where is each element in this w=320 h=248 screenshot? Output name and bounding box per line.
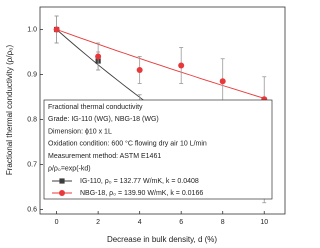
legend-label: NBG-18, ρ₀ = 139.90 W/mK, k = 0.0166 — [80, 190, 203, 197]
annotation: Fractional thermal conductivity — [48, 104, 143, 111]
plot-frame — [39, 6, 286, 215]
marker — [136, 67, 143, 73]
y-tick-label: 0.9 — [27, 71, 37, 78]
annotation: Dimension: ϕ10 x 1L — [48, 128, 112, 135]
y-tick-label: 0.7 — [27, 161, 37, 168]
y-tick-label: 0.8 — [27, 116, 37, 123]
x-tick-label: 10 — [260, 219, 268, 226]
y-tick-label: 0.6 — [27, 206, 37, 213]
y-axis-title: Fractional thermal conductivity (ρ/ρ₀) — [5, 45, 14, 176]
x-axis-title: Decrease in bulk density, d (%) — [107, 235, 217, 244]
x-tick-label: 0 — [55, 219, 59, 226]
legend-marker — [59, 178, 65, 184]
x-tick-label: 8 — [221, 219, 225, 226]
annotation: Measurement method: ASTM E1461 — [48, 153, 161, 160]
annotation: Grade: IG-110 (WG), NBG-18 (WG) — [48, 116, 159, 123]
chart: Fractional thermal conductivity (ρ/ρ₀) D… — [5, 6, 286, 244]
marker — [95, 53, 102, 60]
fit-line — [56, 29, 265, 99]
legend-label: IG-110, ρ₀ = 132.77 W/mK, k = 0.0408 — [80, 178, 199, 185]
annotation-box — [43, 99, 273, 200]
y-tick-label: 1.0 — [27, 26, 37, 33]
x-tick-label: 4 — [138, 219, 142, 226]
x-tick-label: 6 — [179, 219, 183, 226]
annotation: Oxidation condition: 600 °C flowing dry … — [48, 140, 207, 148]
annotation: ρ/ρ₀=exp(-kd) — [48, 165, 91, 172]
legend-marker — [59, 190, 65, 196]
marker — [53, 26, 60, 33]
marker — [219, 78, 226, 85]
x-tick-label: 2 — [96, 219, 100, 226]
marker — [178, 62, 185, 69]
